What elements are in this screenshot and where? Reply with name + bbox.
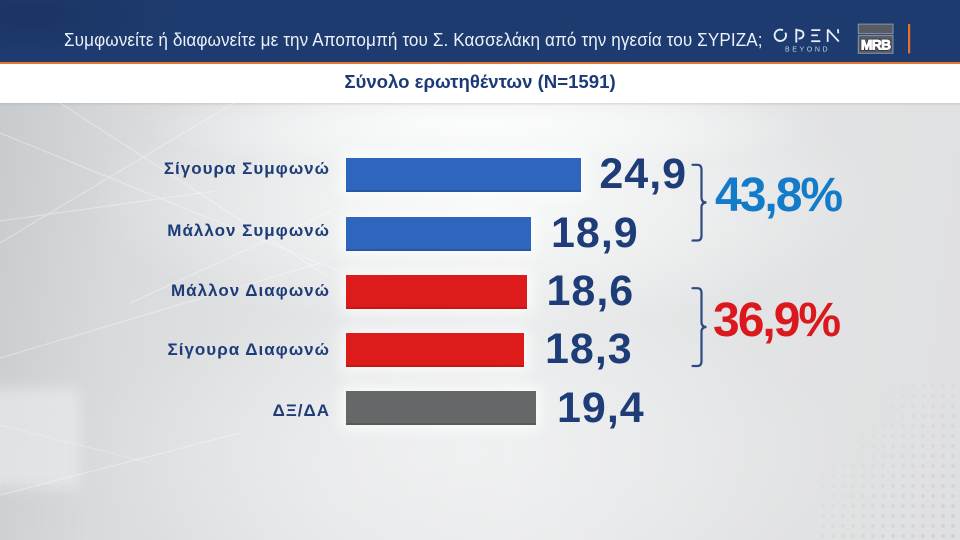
svg-text:BEYOND: BEYOND xyxy=(785,46,830,53)
svg-text:MRB: MRB xyxy=(861,37,891,52)
svg-text:MRB: MRB xyxy=(861,37,891,52)
